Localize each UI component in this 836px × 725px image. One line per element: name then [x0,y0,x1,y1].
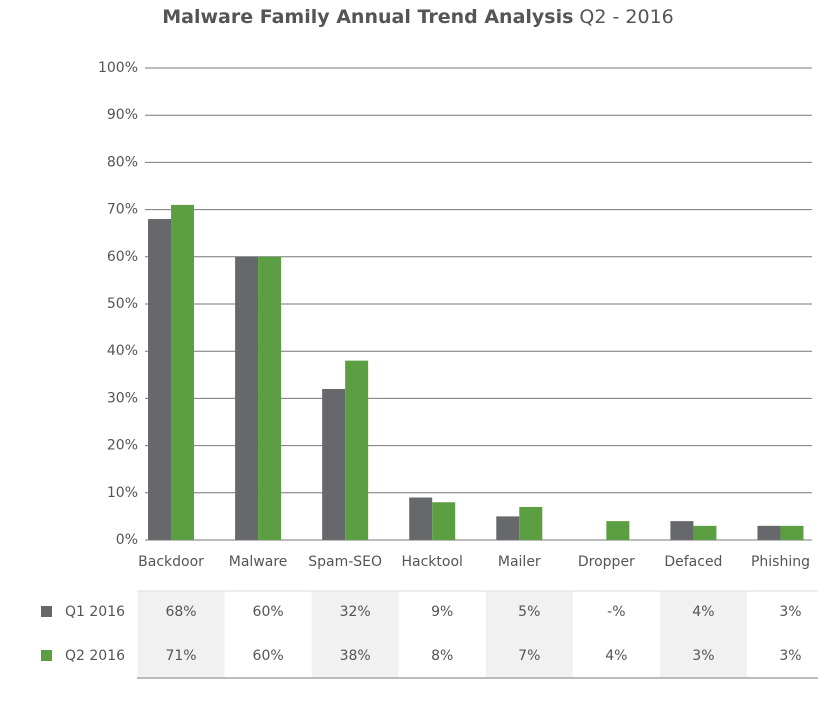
table-cell: 4% [692,604,714,620]
bar [693,525,717,540]
chart-heading: Malware Family Annual Trend Analysis Q2 -… [162,6,674,28]
y-tick-label: 90% [107,107,138,123]
y-tick-label: 60% [107,249,138,265]
chart-subtitle: Q2 - 2016 [579,6,673,28]
table-cell: 38% [340,648,371,664]
legend-label: Q2 2016 [65,648,125,664]
table-cell: 7% [518,648,540,664]
y-tick-label: 10% [107,485,138,501]
x-tick-label: Defaced [664,554,722,570]
bar [235,256,259,540]
x-tick-label: Backdoor [138,554,204,570]
y-tick-label: 0% [116,532,138,548]
bar [519,506,543,540]
table-cell: 5% [518,604,540,620]
bar [780,525,804,540]
y-tick-label: 40% [107,343,138,359]
bar [171,204,195,540]
table-cell: 9% [431,604,453,620]
x-tick-label: Mailer [498,554,541,570]
chart-title: Malware Family Annual Trend Analysis [162,6,573,28]
legend-label: Q1 2016 [65,604,125,620]
table-cell: 32% [340,604,371,620]
bar [345,360,369,540]
y-tick-label: 70% [107,202,138,218]
bar [432,502,456,540]
table-cell-bg [137,591,225,678]
bar [258,256,282,540]
table-cell: 71% [165,648,196,664]
bar [148,219,172,541]
bar [606,521,630,540]
y-tick-label: 30% [107,390,138,406]
table-cell: 4% [605,648,627,664]
table-cell: 60% [253,648,284,664]
bar [757,525,781,540]
table-cell-bg [311,591,399,678]
table-cell-bg [485,591,573,678]
legend-swatch [41,650,52,661]
table-cell-bg [659,591,747,678]
table-cell: 3% [779,604,801,620]
bar [322,388,346,540]
y-tick-label: 20% [107,438,138,454]
table-cell: 3% [779,648,801,664]
legend-swatch [41,606,52,617]
table-cell: -% [607,604,625,620]
y-tick-label: 100% [98,60,138,76]
table-cell: 3% [692,648,714,664]
y-tick-label: 50% [107,296,138,312]
x-tick-label: Malware [229,554,288,570]
x-tick-label: Dropper [578,554,635,570]
table-cell: 8% [431,648,453,664]
y-tick-label: 80% [107,154,138,170]
bar [670,521,694,540]
x-tick-label: Hacktool [402,554,463,570]
table-cell: 60% [253,604,284,620]
x-tick-label: Spam-SEO [308,554,382,570]
bar [409,497,433,540]
bar [496,516,520,540]
x-tick-label: Phishing [751,554,810,570]
table-cell: 68% [165,604,196,620]
